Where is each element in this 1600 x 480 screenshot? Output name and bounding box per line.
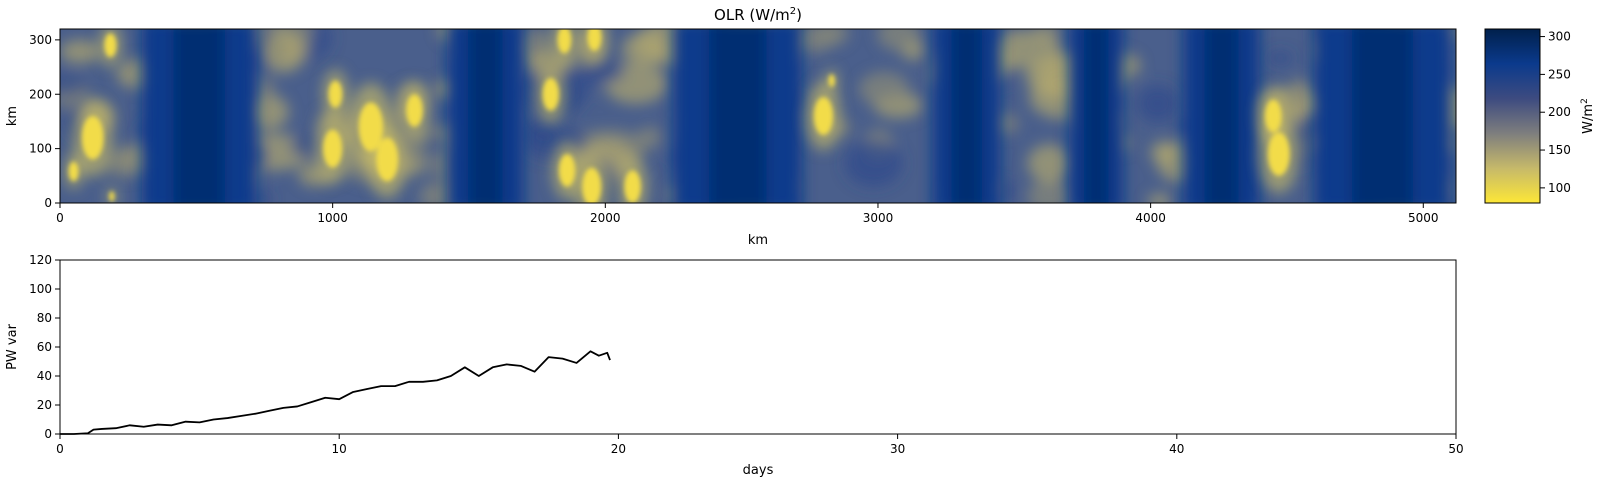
olr-texture-blob — [262, 31, 305, 73]
olr-colorbar: 100 150 200 250 300 W/m2 — [1484, 28, 1596, 204]
olr-y-tick-label: 200 — [29, 87, 52, 101]
pw-var-y-tick-label: 100 — [29, 282, 52, 296]
pw-var-series-line — [60, 350, 611, 435]
olr-y-axis: 0 100 200 300 — [29, 33, 60, 210]
olr-texture-blob — [426, 125, 450, 138]
olr-texture-blob — [621, 32, 669, 66]
olr-clear-sky-bands — [141, 29, 1451, 203]
olr-texture-blob — [636, 126, 662, 148]
olr-texture-blob — [60, 39, 102, 64]
olr-cloud-cell — [558, 154, 576, 187]
pw-var-plot-frame — [59, 259, 1457, 435]
olr-cloud-cell — [542, 77, 559, 111]
colorbar-label: W/m2 — [1580, 98, 1596, 134]
colorbar-tick-label: 200 — [1548, 105, 1571, 119]
pw-var-y-axis-label: PW var — [5, 323, 20, 369]
colorbar-ticks: 100 150 200 250 300 — [1540, 30, 1571, 195]
olr-x-axis: 0 1000 2000 3000 4000 5000 — [56, 203, 1439, 225]
olr-x-tick-label: 3000 — [863, 211, 894, 225]
pw-var-x-tick-label: 10 — [332, 442, 347, 456]
olr-x-tick-label: 1000 — [317, 211, 348, 225]
olr-cloud-cells — [68, 29, 1290, 203]
olr-clear-band-core — [173, 29, 225, 203]
colorbar-tick-label: 250 — [1548, 67, 1571, 81]
olr-texture-blob — [793, 29, 836, 53]
olr-cloud-cell — [1267, 132, 1290, 176]
olr-clear-band-core — [951, 29, 982, 203]
olr-texture-blob — [60, 72, 86, 96]
olr-y-tick-label: 300 — [29, 33, 52, 47]
olr-cloud-cell — [328, 80, 343, 108]
pw-var-y-tick-label: 80 — [37, 311, 52, 325]
olr-texture-blob — [1027, 179, 1073, 203]
olr-cloud-cell — [828, 74, 835, 88]
olr-texture-blob — [858, 71, 910, 107]
olr-x-tick-label: 2000 — [590, 211, 621, 225]
olr-texture-blob — [1027, 144, 1072, 183]
pw-var-x-axis-label: days — [743, 463, 774, 478]
olr-texture-blob — [521, 117, 560, 143]
olr-clear-band-core — [1083, 29, 1109, 203]
olr-cloud-cell — [557, 29, 572, 54]
pw-var-y-tick-label: 120 — [29, 253, 52, 267]
pw-var-y-tick-label: 0 — [44, 427, 52, 441]
olr-x-axis-label: km — [748, 233, 768, 248]
pw-var-panel: 0 10 20 30 40 50 0 20 40 60 80 100 120 days PW var — [5, 253, 1464, 478]
olr-texture-blob — [289, 134, 321, 158]
pw-var-x-axis: 0 10 20 30 40 50 — [56, 434, 1464, 456]
olr-cloud-cell — [81, 116, 104, 160]
olr-x-tick-label: 4000 — [1135, 211, 1166, 225]
olr-texture-blob — [1289, 78, 1312, 100]
olr-clear-band-core — [1351, 29, 1414, 203]
olr-x-tick-label: 0 — [56, 211, 64, 225]
pw-var-x-tick-label: 30 — [890, 442, 905, 456]
colorbar-tick-label: 300 — [1548, 30, 1571, 44]
olr-cloud-cell — [587, 29, 602, 51]
olr-heatmap-panel: OLR (W/m2) 0 1000 2000 3000 4000 5000 0 100 200… — [5, 6, 1457, 248]
pw-var-y-axis: 0 20 40 60 80 100 120 — [29, 253, 60, 441]
olr-cloud-cell — [68, 161, 79, 182]
olr-x-tick-label: 5000 — [1408, 211, 1439, 225]
pw-var-x-tick-label: 0 — [56, 442, 64, 456]
olr-cloud-cell — [624, 170, 641, 203]
olr-y-tick-label: 0 — [44, 196, 52, 210]
olr-clear-band-core — [708, 29, 767, 203]
olr-cloud-cell — [104, 33, 117, 58]
pw-var-y-tick-label: 20 — [37, 398, 52, 412]
olr-texture-blob — [1268, 52, 1293, 65]
olr-cloud-cell — [813, 96, 833, 136]
pw-var-y-tick-label: 40 — [37, 369, 52, 383]
colorbar-tick-label: 100 — [1548, 181, 1571, 195]
olr-cloud-cell — [109, 191, 115, 202]
olr-y-tick-label: 100 — [29, 142, 52, 156]
olr-cloud-cell — [406, 94, 423, 127]
olr-chart-title: OLR (W/m2) — [714, 6, 802, 24]
olr-texture-blob — [1147, 193, 1171, 203]
olr-texture-blob — [101, 147, 148, 178]
pw-var-y-tick-label: 60 — [37, 340, 52, 354]
olr-heatmap-frame — [59, 28, 1457, 204]
olr-texture-blob — [256, 78, 275, 95]
olr-heatmap-area — [60, 29, 1456, 203]
olr-texture-blob — [1137, 85, 1178, 123]
olr-cloud-cell — [1265, 99, 1282, 133]
pw-var-x-tick-label: 20 — [611, 442, 626, 456]
olr-y-axis-label: km — [5, 106, 20, 126]
colorbar-tick-label: 150 — [1548, 143, 1571, 157]
olr-cloud-cell — [358, 102, 384, 152]
olr-cloud-cell — [376, 137, 399, 182]
olr-texture-blob — [246, 94, 289, 130]
colorbar-gradient — [1484, 28, 1541, 204]
olr-cloud-cell — [582, 167, 602, 203]
olr-texture-blob — [844, 139, 903, 187]
pw-var-x-tick-label: 40 — [1169, 442, 1184, 456]
olr-cloud-cell — [323, 129, 343, 168]
olr-clear-band-core — [468, 29, 503, 203]
pw-var-x-tick-label: 50 — [1448, 442, 1463, 456]
olr-clear-band-core — [1204, 29, 1239, 203]
olr-texture-blob — [877, 29, 921, 51]
olr-texture-blob — [986, 29, 1062, 69]
olr-texture-blob — [255, 190, 272, 203]
